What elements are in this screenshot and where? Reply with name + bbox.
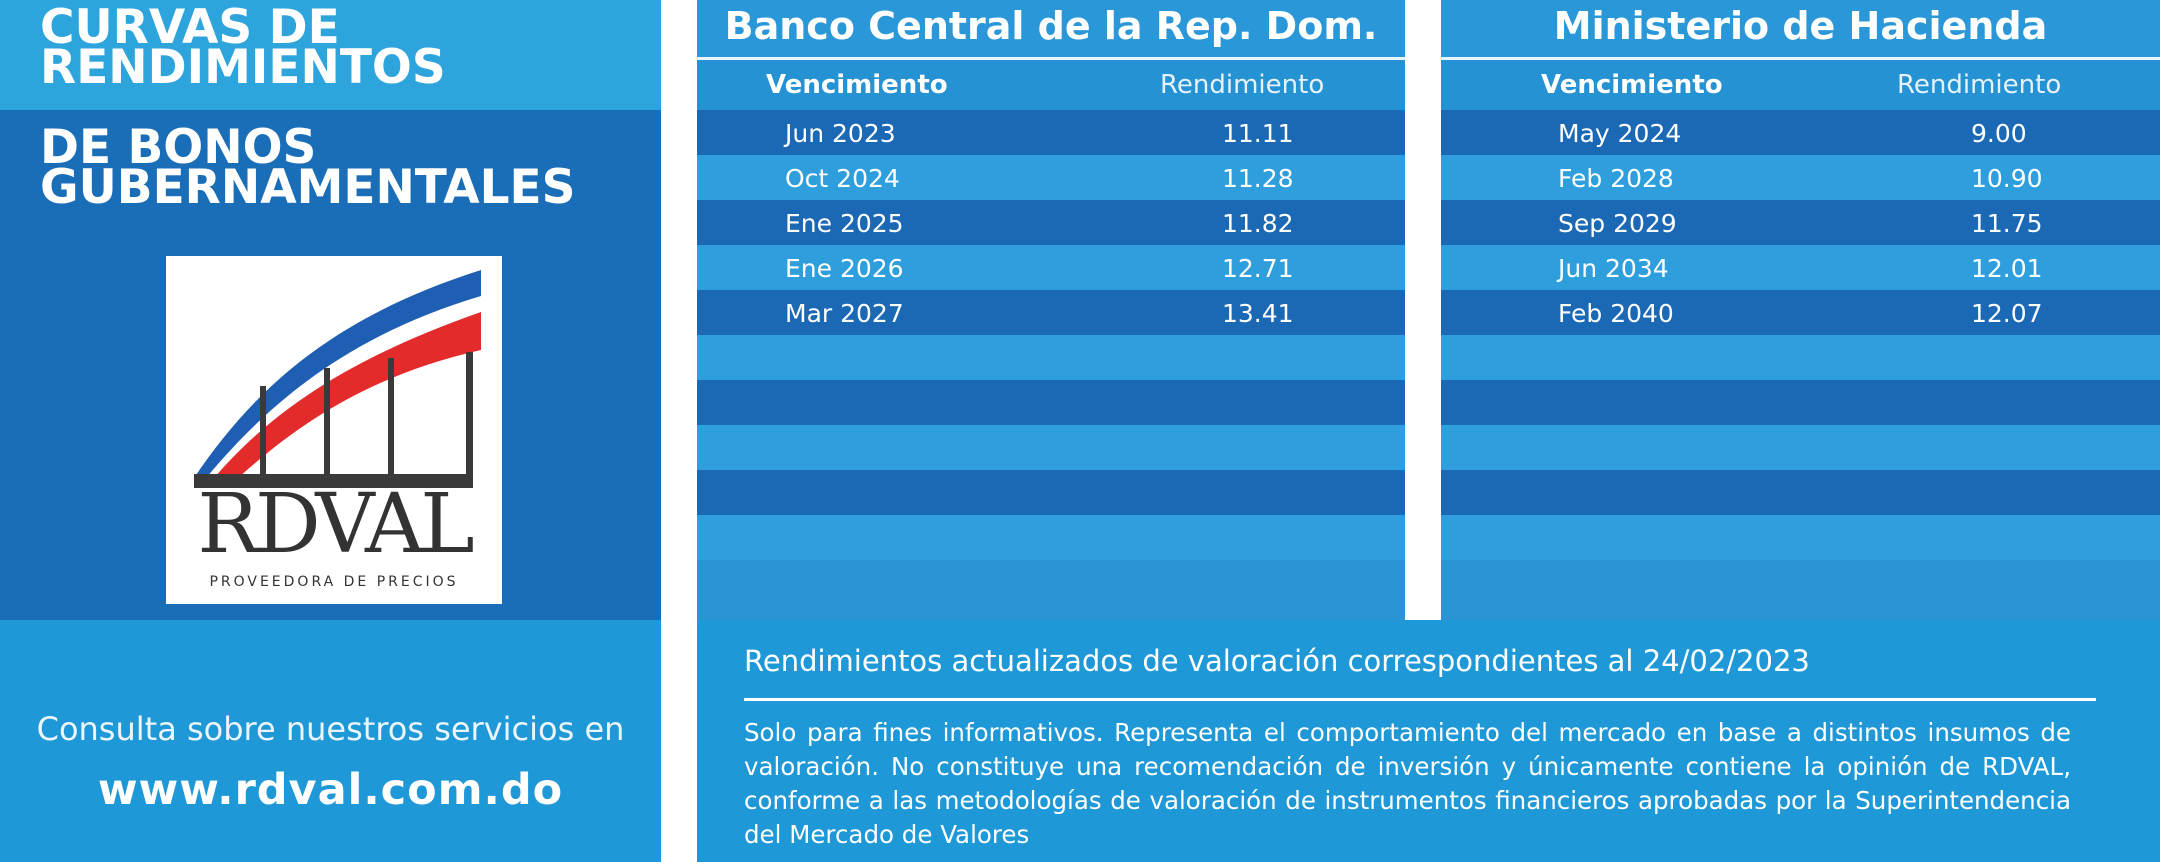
bcrd-table: Banco Central de la Rep. Dom. Vencimient… <box>697 0 1405 620</box>
rdval-logo-graphic-icon <box>194 270 481 488</box>
title-line-2: RENDIMIENTOS <box>40 40 446 95</box>
logo-wordmark: RDVAL <box>197 477 474 572</box>
logo-tagline: PROVEEDORA DE PRECIOS <box>209 574 459 590</box>
table-row: Feb 2040 12.07 <box>1441 290 2160 335</box>
mh-rows: May 2024 9.00 Feb 2028 10.90 Sep 2029 11.75 Ju… <box>1441 110 2160 560</box>
rendimiento-cell: 12.71 <box>1222 254 1294 283</box>
table-row: Ene 2026 12.71 <box>697 245 1405 290</box>
table-row: Jun 2034 12.01 <box>1441 245 2160 290</box>
table-row <box>697 380 1405 425</box>
table-row <box>697 515 1405 560</box>
bcrd-title-divider <box>697 57 1405 60</box>
title-line-3: DE BONOS <box>40 120 317 175</box>
table-row: Oct 2024 11.28 <box>697 155 1405 200</box>
table-row <box>1441 515 2160 560</box>
rdval-logo: RDVAL PROVEEDORA DE PRECIOS <box>166 256 502 604</box>
rendimiento-cell: 12.07 <box>1971 299 2043 328</box>
mh-col-vencimiento: Vencimiento <box>1541 70 1723 100</box>
table-row <box>1441 380 2160 425</box>
rendimiento-cell: 10.90 <box>1971 164 2043 193</box>
table-row <box>697 425 1405 470</box>
vencimiento-cell: Ene 2025 <box>785 209 904 238</box>
bcrd-rows: Jun 2023 11.11 Oct 2024 11.28 Ene 2025 11.82 E… <box>697 110 1405 560</box>
table-row <box>1441 425 2160 470</box>
rendimiento-cell: 13.41 <box>1222 299 1294 328</box>
table-row: Feb 2028 10.90 <box>1441 155 2160 200</box>
vencimiento-cell: Oct 2024 <box>785 164 900 193</box>
vencimiento-cell: Jun 2023 <box>785 119 896 148</box>
rendimiento-cell: 12.01 <box>1971 254 2043 283</box>
rendimiento-cell: 9.00 <box>1971 119 2027 148</box>
title-line-4: GUBERNAMENTALES <box>40 160 576 215</box>
bcrd-table-title: Banco Central de la Rep. Dom. <box>697 0 1405 58</box>
table-row: Ene 2025 11.82 <box>697 200 1405 245</box>
vencimiento-cell: Feb 2028 <box>1558 164 1674 193</box>
update-date-text: Rendimientos actualizados de valoración … <box>744 644 1810 678</box>
vencimiento-cell: Sep 2029 <box>1558 209 1677 238</box>
website-link[interactable]: www.rdval.com.do <box>97 765 564 815</box>
table-row <box>1441 335 2160 380</box>
table-row <box>697 470 1405 515</box>
mh-title-divider <box>1441 57 2160 60</box>
rendimiento-cell: 11.11 <box>1222 119 1294 148</box>
disclaimer-text: Solo para fines informativos. Representa… <box>744 718 2071 849</box>
table-row: Sep 2029 11.75 <box>1441 200 2160 245</box>
mh-column-headers: Vencimiento Rendimiento <box>1441 60 2160 110</box>
rendimiento-cell: 11.28 <box>1222 164 1294 193</box>
title-band <box>0 0 661 110</box>
vencimiento-cell: Mar 2027 <box>785 299 904 328</box>
contact-band <box>0 620 661 862</box>
table-row <box>697 335 1405 380</box>
brand-panel: CURVAS DE RENDIMIENTOS DE BONOS GUBERNAM… <box>0 0 661 862</box>
table-row: Jun 2023 11.11 <box>697 110 1405 155</box>
bcrd-col-rendimiento: Rendimiento <box>1160 70 1325 100</box>
notes-panel: Rendimientos actualizados de valoración … <box>697 620 2160 862</box>
vencimiento-cell: Jun 2034 <box>1558 254 1669 283</box>
table-row <box>1441 470 2160 515</box>
rendimiento-cell: 11.75 <box>1971 209 2043 238</box>
mh-col-rendimiento: Rendimiento <box>1897 70 2062 100</box>
contact-text: Consulta sobre nuestros servicios en <box>36 710 625 748</box>
table-row: May 2024 9.00 <box>1441 110 2160 155</box>
bcrd-col-vencimiento: Vencimiento <box>766 70 948 100</box>
rendimiento-cell: 11.82 <box>1222 209 1294 238</box>
title-line-1: CURVAS DE <box>40 0 340 55</box>
notes-divider <box>744 698 2096 701</box>
vencimiento-cell: Ene 2026 <box>785 254 904 283</box>
vencimiento-cell: May 2024 <box>1558 119 1682 148</box>
mh-table-title: Ministerio de Hacienda <box>1441 0 2160 58</box>
vencimiento-cell: Feb 2040 <box>1558 299 1674 328</box>
bcrd-column-headers: Vencimiento Rendimiento <box>697 60 1405 110</box>
table-row: Mar 2027 13.41 <box>697 290 1405 335</box>
mh-table: Ministerio de Hacienda Vencimiento Rendi… <box>1441 0 2160 620</box>
